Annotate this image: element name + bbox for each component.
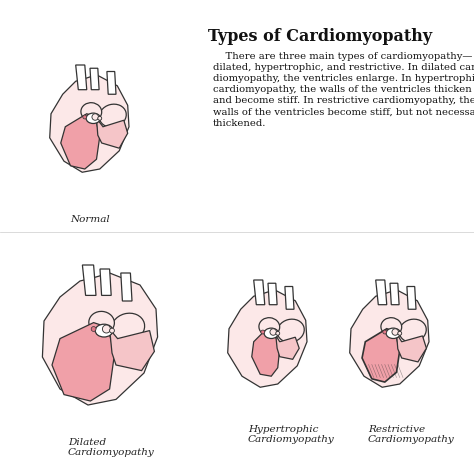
Circle shape xyxy=(270,329,276,335)
Polygon shape xyxy=(52,323,114,401)
Ellipse shape xyxy=(89,311,114,334)
Polygon shape xyxy=(376,280,387,305)
Ellipse shape xyxy=(386,328,401,338)
Ellipse shape xyxy=(399,319,426,342)
Ellipse shape xyxy=(81,103,102,121)
Ellipse shape xyxy=(86,113,100,124)
Polygon shape xyxy=(50,75,129,172)
Circle shape xyxy=(383,330,387,334)
Polygon shape xyxy=(42,273,157,405)
Polygon shape xyxy=(268,283,277,305)
Text: Hypertrophic
Cardiomyopathy: Hypertrophic Cardiomyopathy xyxy=(248,425,335,445)
Text: Normal: Normal xyxy=(70,215,110,224)
Circle shape xyxy=(276,331,280,335)
Circle shape xyxy=(92,114,99,120)
Circle shape xyxy=(392,329,399,335)
Circle shape xyxy=(83,115,87,119)
Polygon shape xyxy=(407,286,416,309)
Polygon shape xyxy=(109,329,155,371)
Polygon shape xyxy=(107,72,116,94)
Polygon shape xyxy=(254,280,265,305)
Polygon shape xyxy=(390,283,399,305)
Ellipse shape xyxy=(111,313,145,342)
Ellipse shape xyxy=(95,324,113,337)
Circle shape xyxy=(398,331,401,335)
Circle shape xyxy=(102,325,110,333)
Text: Restrictive
Cardiomyopathy: Restrictive Cardiomyopathy xyxy=(368,425,455,445)
Ellipse shape xyxy=(99,104,126,127)
Circle shape xyxy=(98,116,102,120)
Polygon shape xyxy=(396,333,427,362)
Text: Types of Cardiomyopathy: Types of Cardiomyopathy xyxy=(208,28,432,45)
Polygon shape xyxy=(121,273,132,301)
Polygon shape xyxy=(276,335,299,359)
Polygon shape xyxy=(350,290,429,387)
Polygon shape xyxy=(82,265,96,295)
Polygon shape xyxy=(90,68,99,90)
Polygon shape xyxy=(228,290,307,387)
Circle shape xyxy=(261,330,265,334)
Polygon shape xyxy=(97,118,128,148)
Circle shape xyxy=(109,328,114,333)
Circle shape xyxy=(91,327,96,331)
Polygon shape xyxy=(76,65,87,90)
Ellipse shape xyxy=(277,319,304,342)
Polygon shape xyxy=(285,286,294,309)
Ellipse shape xyxy=(259,318,280,336)
Polygon shape xyxy=(252,331,280,376)
Polygon shape xyxy=(100,269,111,295)
Text: Dilated
Cardiomyopathy: Dilated Cardiomyopathy xyxy=(68,438,155,457)
Ellipse shape xyxy=(264,328,278,338)
Text: There are three main types of cardiomyopathy—
dilated, hypertrophic, and restric: There are three main types of cardiomyop… xyxy=(213,52,474,128)
Polygon shape xyxy=(362,329,400,382)
Ellipse shape xyxy=(381,318,401,336)
Polygon shape xyxy=(61,114,100,169)
